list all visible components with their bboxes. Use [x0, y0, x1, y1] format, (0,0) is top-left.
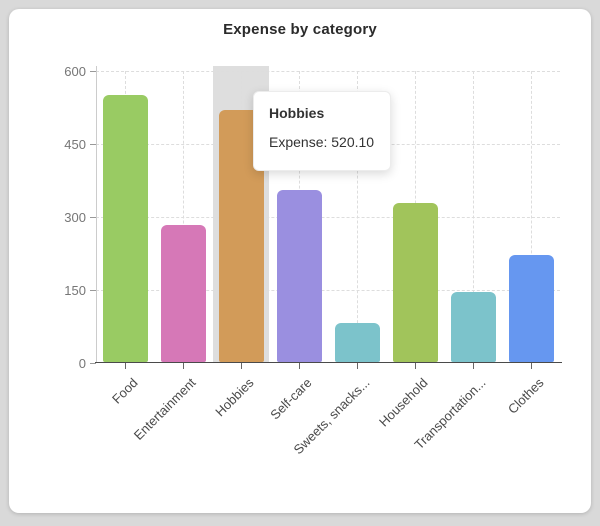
- x-tick-mark: [473, 363, 474, 369]
- x-tick-mark: [125, 363, 126, 369]
- bar[interactable]: [392, 203, 438, 362]
- y-tick-label: 450: [64, 137, 86, 152]
- gridline-horizontal: [96, 217, 560, 218]
- bar[interactable]: [276, 189, 322, 362]
- x-tick-label: Food: [109, 375, 141, 407]
- gridline-horizontal: [96, 71, 560, 72]
- plot-area: 0 150 300 450 600 Food Entertainment Hobbies Sel…: [64, 64, 562, 457]
- y-tick-mark: [90, 144, 96, 145]
- x-tick-label: Household: [376, 375, 431, 430]
- gridline-vertical: [531, 71, 532, 363]
- gridline-horizontal: [96, 290, 560, 291]
- gridline-vertical: [183, 71, 184, 363]
- y-tick-mark: [90, 217, 96, 218]
- tooltip: Hobbies Expense: 520.10: [253, 91, 391, 171]
- x-tick-label: Hobbies: [212, 375, 257, 420]
- x-axis-line: [95, 362, 562, 363]
- chart-card: Expense by category 0 150 300 450 600 Food Ent…: [9, 9, 591, 513]
- x-tick-mark: [299, 363, 300, 369]
- y-tick-mark: [90, 290, 96, 291]
- tooltip-value: Expense: 520.10: [269, 134, 375, 150]
- tooltip-title: Hobbies: [269, 105, 325, 121]
- gridline-vertical: [357, 71, 358, 363]
- bar[interactable]: [450, 292, 496, 362]
- x-tick-mark: [531, 363, 532, 369]
- y-axis-line: [96, 66, 97, 363]
- chart-title: Expense by category: [223, 21, 377, 38]
- y-tick-mark: [90, 71, 96, 72]
- y-tick-label: 600: [64, 64, 86, 79]
- bar[interactable]: [102, 95, 148, 362]
- y-tick-label: 300: [64, 210, 86, 225]
- x-tick-mark: [241, 363, 242, 369]
- bar[interactable]: [508, 254, 554, 362]
- x-tick-mark: [357, 363, 358, 369]
- y-tick-label: 0: [78, 356, 86, 371]
- bar[interactable]: [160, 225, 206, 362]
- x-tick-label: Clothes: [504, 375, 547, 417]
- y-tick-mark: [90, 363, 96, 364]
- x-tick-label: Self-care: [267, 375, 315, 423]
- gridline-vertical: [473, 71, 474, 363]
- bar[interactable]: [334, 323, 380, 362]
- y-tick-label: 150: [64, 283, 86, 298]
- x-tick-mark: [183, 363, 184, 369]
- x-tick-mark: [415, 363, 416, 369]
